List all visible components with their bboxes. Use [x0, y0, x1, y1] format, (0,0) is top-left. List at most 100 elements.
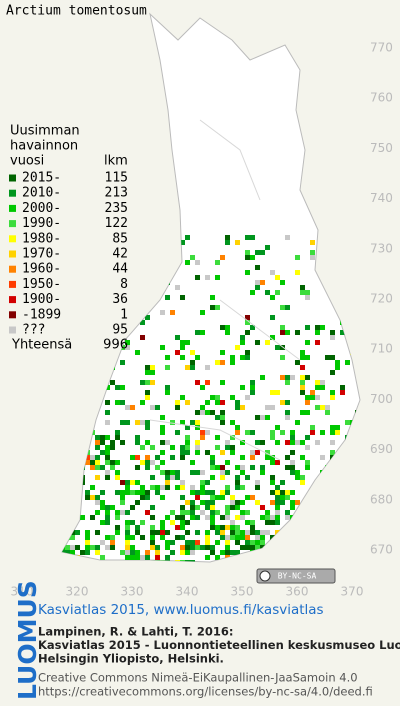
occurrence-square — [210, 490, 215, 495]
occurrence-square — [255, 285, 260, 290]
occurrence-square — [280, 480, 285, 485]
occurrence-square — [220, 490, 225, 495]
occurrence-square — [145, 370, 150, 375]
occurrence-square — [130, 480, 135, 485]
occurrence-square — [275, 530, 280, 535]
occurrence-square — [110, 545, 115, 550]
occurrence-square — [125, 525, 130, 530]
x-grid-label: 310 — [11, 585, 34, 599]
occurrence-square — [130, 240, 135, 245]
occurrence-square — [62, 480, 65, 485]
occurrence-square — [275, 540, 280, 545]
occurrence-square — [105, 325, 110, 330]
occurrence-square — [145, 495, 150, 500]
occurrence-square — [275, 390, 280, 395]
occurrence-square — [295, 360, 300, 365]
occurrence-square — [295, 270, 300, 275]
occurrence-square — [100, 315, 105, 320]
occurrence-square — [125, 480, 130, 485]
occurrence-square — [225, 505, 230, 510]
license-badge: BY-NC-SA — [256, 568, 336, 584]
occurrence-square — [250, 430, 255, 435]
occurrence-square — [245, 350, 250, 355]
occurrence-square — [335, 280, 340, 285]
occurrence-square — [245, 395, 250, 400]
occurrence-square — [130, 555, 135, 560]
occurrence-square — [305, 290, 310, 295]
occurrence-square — [360, 405, 365, 410]
occurrence-square — [245, 520, 250, 525]
occurrence-square — [340, 485, 345, 490]
occurrence-square — [330, 535, 335, 540]
occurrence-square — [360, 410, 365, 415]
occurrence-square — [190, 545, 195, 550]
occurrence-square — [62, 540, 65, 545]
occurrence-square — [305, 375, 310, 380]
occurrence-square — [270, 295, 275, 300]
occurrence-square — [270, 430, 275, 435]
occurrence-square — [195, 470, 200, 475]
occurrence-square — [65, 245, 70, 250]
occurrence-square — [190, 515, 195, 520]
occurrence-square — [150, 515, 155, 520]
occurrence-square — [215, 400, 220, 405]
occurrence-square — [305, 445, 310, 450]
occurrence-square — [120, 495, 125, 500]
occurrence-square — [360, 365, 365, 370]
occurrence-square — [95, 445, 100, 450]
occurrence-square — [175, 525, 180, 530]
occurrence-square — [70, 410, 75, 415]
occurrence-square — [320, 455, 325, 460]
occurrence-square — [355, 540, 360, 545]
occurrence-square — [285, 550, 290, 555]
occurrence-square — [300, 550, 305, 555]
occurrence-square — [210, 395, 215, 400]
occurrence-square — [190, 560, 195, 562]
occurrence-square — [62, 555, 65, 560]
occurrence-square — [305, 505, 310, 510]
occurrence-square — [140, 400, 145, 405]
occurrence-square — [145, 365, 150, 370]
occurrence-square — [185, 550, 190, 555]
occurrence-square — [230, 520, 235, 525]
occurrence-square — [345, 500, 350, 505]
occurrence-square — [310, 430, 315, 435]
occurrence-square — [195, 540, 200, 545]
occurrence-square — [255, 415, 260, 420]
occurrence-square — [280, 550, 285, 555]
legend-swatch — [9, 265, 16, 273]
occurrence-square — [145, 550, 150, 555]
legend-count: 115 — [105, 171, 128, 186]
occurrence-square — [215, 395, 220, 400]
occurrence-square — [330, 510, 335, 515]
occurrence-square — [305, 400, 310, 405]
occurrence-square — [240, 335, 245, 340]
occurrence-square — [90, 485, 95, 490]
occurrence-square — [290, 505, 295, 510]
occurrence-square — [350, 505, 355, 510]
occurrence-square — [150, 560, 155, 562]
occurrence-square — [100, 375, 105, 380]
occurrence-square — [180, 495, 185, 500]
occurrence-square — [145, 315, 150, 320]
occurrence-square — [100, 435, 105, 440]
occurrence-square — [220, 495, 225, 500]
occurrence-square — [130, 520, 135, 525]
occurrence-square — [280, 555, 285, 560]
occurrence-square — [240, 440, 245, 445]
occurrence-square — [285, 455, 290, 460]
occurrence-square — [215, 445, 220, 450]
occurrence-square — [125, 555, 130, 560]
occurrence-square — [250, 520, 255, 525]
legend-label: 2015- — [22, 171, 61, 186]
occurrence-square — [190, 255, 195, 260]
y-grid-label: 760 — [370, 91, 393, 105]
occurrence-square — [95, 455, 100, 460]
occurrence-square — [175, 350, 180, 355]
occurrence-square — [115, 530, 120, 535]
occurrence-square — [295, 420, 300, 425]
occurrence-square — [200, 490, 205, 495]
occurrence-square — [290, 450, 295, 455]
occurrence-square — [100, 520, 105, 525]
occurrence-square — [80, 455, 85, 460]
